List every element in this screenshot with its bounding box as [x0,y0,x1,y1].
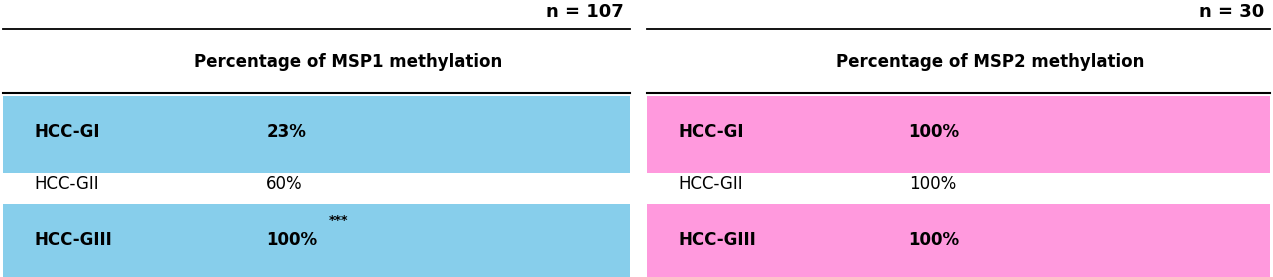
FancyBboxPatch shape [647,204,1270,277]
FancyBboxPatch shape [3,96,630,173]
Text: 60%: 60% [266,175,303,193]
Text: n = 30: n = 30 [1199,4,1264,21]
Text: n = 107: n = 107 [546,4,624,21]
Text: 100%: 100% [909,175,956,193]
Text: Percentage of MSP2 methylation: Percentage of MSP2 methylation [835,53,1144,71]
Text: HCC-GIII: HCC-GIII [679,231,756,248]
Text: HCC-GI: HCC-GI [34,123,99,140]
Text: Percentage of MSP1 methylation: Percentage of MSP1 methylation [193,53,502,71]
Text: HCC-GII: HCC-GII [679,175,743,193]
Text: HCC-GIII: HCC-GIII [34,231,112,248]
Text: HCC-GI: HCC-GI [679,123,743,140]
Text: 100%: 100% [909,123,960,140]
FancyBboxPatch shape [3,204,630,277]
Text: 23%: 23% [266,123,306,140]
FancyBboxPatch shape [647,96,1270,173]
Text: 100%: 100% [266,231,317,248]
Text: ***: *** [328,214,349,227]
Text: HCC-GII: HCC-GII [34,175,99,193]
Text: 100%: 100% [909,231,960,248]
